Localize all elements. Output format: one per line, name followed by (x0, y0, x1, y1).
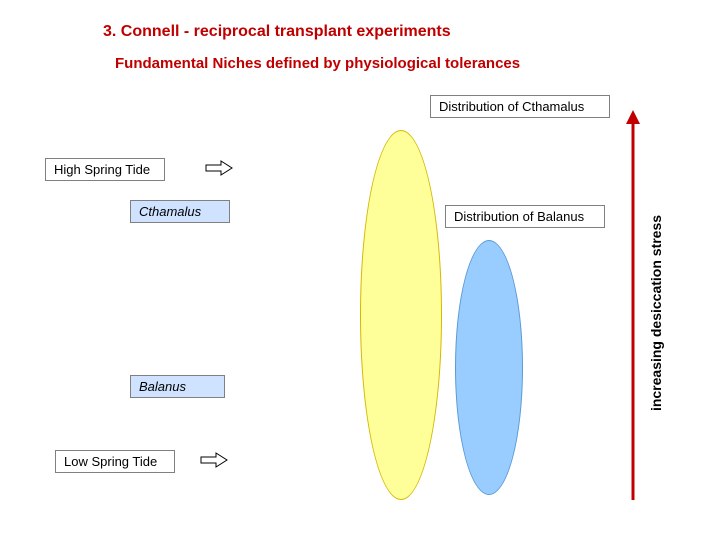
arrow-low-icon (200, 452, 228, 468)
cthamalus-label: Cthamalus (130, 200, 230, 223)
dist-balanus-label: Distribution of Balanus (445, 205, 605, 228)
sub-title: Fundamental Niches defined by physiologi… (115, 55, 520, 72)
low-tide-label: Low Spring Tide (55, 450, 175, 473)
high-tide-label: High Spring Tide (45, 158, 165, 181)
dist-cthamalus-label: Distribution of Cthamalus (430, 95, 610, 118)
cthamalus-ellipse (360, 130, 442, 500)
stress-label: increasing desiccation stress (648, 215, 664, 411)
arrow-high-icon (205, 160, 233, 176)
balanus-ellipse (455, 240, 523, 495)
stress-arrow-icon (626, 110, 640, 500)
balanus-label: Balanus (130, 375, 225, 398)
main-title: 3. Connell - reciprocal transplant exper… (103, 23, 451, 41)
